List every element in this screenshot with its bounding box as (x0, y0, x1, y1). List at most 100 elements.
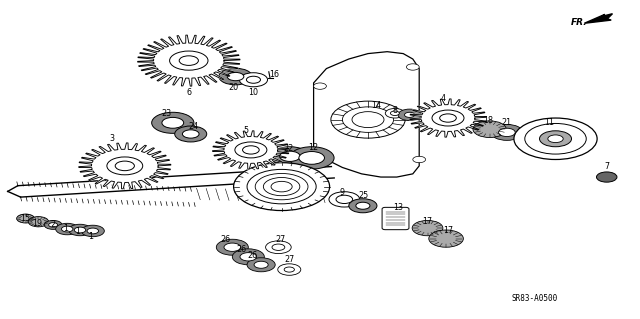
Circle shape (440, 114, 456, 122)
Circle shape (28, 217, 49, 227)
Circle shape (499, 128, 515, 137)
Circle shape (17, 214, 35, 223)
Circle shape (49, 223, 58, 227)
Circle shape (162, 117, 184, 128)
Circle shape (540, 131, 572, 147)
Circle shape (317, 153, 330, 160)
Circle shape (525, 123, 586, 154)
Circle shape (473, 121, 506, 137)
Text: 27: 27 (275, 235, 285, 244)
Text: 16: 16 (269, 70, 279, 79)
FancyBboxPatch shape (382, 207, 409, 230)
Circle shape (349, 199, 377, 213)
Text: 10: 10 (248, 88, 258, 97)
Text: 22: 22 (283, 144, 293, 153)
Circle shape (329, 192, 360, 207)
Circle shape (272, 244, 285, 250)
Text: 8: 8 (392, 106, 397, 115)
Text: 1: 1 (88, 232, 93, 241)
Circle shape (179, 56, 198, 65)
Circle shape (74, 227, 86, 233)
Circle shape (240, 253, 257, 261)
Text: 12: 12 (308, 143, 319, 152)
Circle shape (243, 146, 259, 154)
Circle shape (596, 172, 617, 182)
Text: 9: 9 (340, 188, 345, 197)
Text: 1: 1 (63, 224, 68, 233)
Circle shape (548, 135, 563, 143)
Text: SR83-A0500: SR83-A0500 (511, 294, 557, 303)
Text: 5: 5 (244, 126, 249, 135)
Circle shape (299, 152, 324, 164)
Text: 4: 4 (440, 94, 445, 103)
Text: 13: 13 (393, 204, 403, 212)
Circle shape (390, 111, 399, 115)
Circle shape (331, 101, 405, 138)
Text: 17: 17 (422, 217, 433, 226)
Circle shape (491, 124, 523, 140)
Text: 1: 1 (76, 227, 81, 236)
Text: 21: 21 (502, 118, 512, 127)
Circle shape (404, 112, 415, 117)
Circle shape (264, 177, 300, 196)
Circle shape (278, 264, 301, 275)
Circle shape (385, 108, 404, 118)
Text: FR.: FR. (571, 19, 588, 27)
Polygon shape (138, 35, 240, 86)
Circle shape (224, 243, 241, 251)
Text: 11: 11 (544, 118, 554, 127)
Circle shape (398, 109, 421, 121)
Circle shape (352, 112, 384, 128)
Polygon shape (212, 131, 289, 169)
Circle shape (232, 249, 264, 265)
Circle shape (239, 73, 268, 87)
Circle shape (170, 51, 208, 70)
Circle shape (68, 224, 92, 236)
Circle shape (234, 163, 330, 211)
Text: 17: 17 (443, 226, 453, 235)
Text: 14: 14 (371, 101, 381, 110)
Circle shape (227, 72, 244, 81)
Circle shape (175, 126, 207, 142)
Circle shape (271, 147, 309, 166)
Circle shape (271, 181, 292, 192)
Polygon shape (79, 143, 171, 189)
Circle shape (406, 64, 419, 70)
Text: 26: 26 (237, 245, 247, 254)
Circle shape (289, 147, 334, 169)
Circle shape (284, 267, 294, 272)
Text: 23: 23 (161, 109, 172, 118)
Circle shape (216, 239, 248, 255)
Circle shape (247, 258, 275, 272)
Circle shape (514, 118, 597, 160)
Circle shape (182, 130, 199, 138)
Circle shape (266, 241, 291, 254)
Text: 2: 2 (50, 220, 55, 229)
Text: 19: 19 (32, 219, 42, 228)
Text: 6: 6 (186, 88, 191, 97)
Text: 18: 18 (483, 116, 493, 125)
Circle shape (280, 151, 300, 161)
Circle shape (115, 161, 134, 171)
Text: 7: 7 (604, 162, 609, 171)
Circle shape (432, 110, 464, 126)
Circle shape (219, 68, 252, 85)
Circle shape (152, 112, 194, 133)
Text: 20: 20 (228, 83, 239, 92)
Circle shape (254, 261, 268, 268)
Circle shape (81, 225, 104, 237)
Circle shape (255, 174, 308, 200)
Polygon shape (410, 99, 486, 137)
Polygon shape (8, 186, 20, 197)
Circle shape (247, 169, 316, 204)
Text: 26: 26 (248, 251, 258, 260)
Circle shape (336, 195, 353, 204)
Circle shape (314, 83, 326, 89)
Circle shape (235, 142, 267, 158)
Polygon shape (584, 14, 612, 23)
Polygon shape (314, 52, 419, 177)
Text: 15: 15 (20, 214, 31, 223)
Text: 26: 26 (220, 235, 230, 244)
Text: 3: 3 (109, 134, 115, 143)
Circle shape (61, 226, 73, 232)
